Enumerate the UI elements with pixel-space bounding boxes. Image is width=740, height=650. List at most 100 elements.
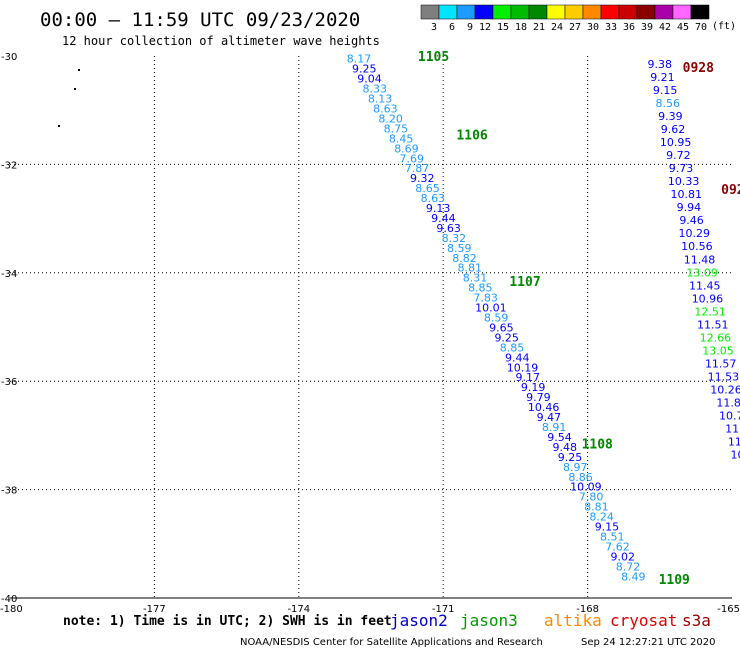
- wave-height-value: 9.17: [516, 371, 541, 384]
- wave-height-value: 8.86: [568, 471, 593, 484]
- track-time-label: 0927: [721, 183, 740, 198]
- wave-height-value: 9.94: [677, 201, 702, 214]
- wave-height-values: 8.179.259.048.338.138.638.208.758.458.69…: [347, 53, 740, 584]
- wave-height-value: 11.51: [697, 318, 729, 331]
- legend-label: 18: [515, 22, 527, 33]
- satellite-legend-item: altika: [544, 611, 602, 630]
- wave-height-value: 9.46: [679, 214, 704, 227]
- y-tick-label: -36: [1, 377, 17, 388]
- track-time-label: 0928: [683, 61, 714, 76]
- track-time-label: 1109: [659, 573, 690, 588]
- legend-swatch: [474, 4, 494, 20]
- legend-label: 9: [467, 22, 473, 33]
- wave-height-value: 10.95: [660, 136, 692, 149]
- wave-height-value: 9.38: [648, 58, 673, 71]
- wave-height-value: 8.81: [584, 501, 609, 514]
- x-tick-label: -177: [143, 604, 166, 615]
- legend-swatch: [582, 4, 602, 20]
- wave-height-value: 10.: [730, 448, 740, 461]
- legend-label: 36: [623, 22, 635, 33]
- wave-height-value: 8.85: [500, 341, 525, 354]
- wave-height-value: 8.17: [347, 53, 372, 66]
- wave-height-value: 9.44: [505, 351, 530, 364]
- wave-height-value: 8.82: [452, 252, 477, 265]
- wave-height-value: 10.33: [668, 175, 700, 188]
- legend-swatch: [528, 4, 548, 20]
- wave-height-value: 8.45: [389, 132, 414, 145]
- wave-height-value: 9.15: [653, 84, 678, 97]
- legend-label: 70: [695, 22, 707, 33]
- wave-height-value: 8.49: [621, 570, 646, 583]
- wave-height-value: 10.09: [570, 481, 602, 494]
- legend-label: 12: [479, 22, 491, 33]
- island-dot: [78, 69, 80, 71]
- satellite-legend-item: jason2: [390, 611, 448, 630]
- legend-label: 30: [587, 22, 599, 33]
- island-dot: [74, 88, 76, 90]
- wave-height-value: 8.20: [378, 112, 403, 125]
- wave-height-value: 10.56: [681, 240, 713, 253]
- satellite-legend-item: s3a: [682, 611, 711, 630]
- wave-height-value: 8.51: [600, 531, 625, 544]
- wave-height-value: 11.8: [716, 396, 740, 409]
- wave-height-value: 12.66: [700, 331, 732, 344]
- x-tick-label: -174: [287, 604, 310, 615]
- x-tick-label: -171: [432, 604, 455, 615]
- legend-swatch: [456, 4, 476, 20]
- wave-height-value: 11.: [725, 422, 740, 435]
- wave-height-value: 9.63: [436, 222, 461, 235]
- wave-height-value: 7.62: [605, 540, 630, 553]
- legend-swatch: [564, 4, 584, 20]
- wave-height-value: 9.73: [669, 162, 694, 175]
- wave-height-value: 9.72: [666, 149, 691, 162]
- island-dot: [58, 125, 60, 127]
- track-time-label: 1107: [509, 275, 540, 290]
- x-tick-label: -165: [717, 604, 740, 615]
- wave-height-value: 8.31: [463, 272, 488, 285]
- wave-height-value: 8.69: [394, 142, 419, 155]
- legend-label: 27: [569, 22, 581, 33]
- wave-height-value: 8.97: [563, 461, 588, 474]
- legend-swatch: [672, 4, 692, 20]
- y-tick-label: -32: [1, 160, 17, 171]
- wave-height-value: 13.09: [686, 266, 718, 279]
- wave-height-value: 8.13: [368, 93, 393, 106]
- wave-height-value: 8.91: [542, 421, 567, 434]
- footer-note: note: 1) Time is in UTC; 2) SWH is in fe…: [63, 614, 392, 629]
- track-time-label: 1105: [418, 50, 449, 65]
- wave-height-value: 11.: [728, 435, 740, 448]
- wave-height-value: 7.83: [473, 292, 498, 305]
- wave-height-value: 8.85: [468, 282, 493, 295]
- wave-height-color-legend: 3 6 9 12 15 18 21 24 27 30 33 36 39 42 45 70: [420, 4, 710, 33]
- wave-height-value: 11.53: [708, 370, 740, 383]
- wave-height-value: 12.51: [694, 305, 726, 318]
- wave-height-value: 9.39: [658, 110, 683, 123]
- grid-lines: [10, 56, 732, 599]
- wave-height-value: 11.48: [684, 253, 716, 266]
- axis-tick-labels: -180 -177 -174 -171 -168 -165 -30 -32 -34 -36 -38 -…: [0, 52, 740, 615]
- wave-height-value: 10.19: [507, 361, 539, 374]
- legend-swatch: [546, 4, 566, 20]
- wave-height-value: 8.72: [616, 560, 641, 573]
- legend-swatch: [492, 4, 512, 20]
- wave-height-value: 8.59: [484, 312, 509, 325]
- wave-height-value: 8.24: [589, 511, 614, 524]
- wave-height-value: 9.48: [552, 441, 577, 454]
- wave-height-value: 9.02: [611, 550, 636, 563]
- wave-height-value: 10.29: [678, 227, 710, 240]
- wave-height-value: 10.96: [692, 292, 724, 305]
- track-time-label: 1108: [582, 438, 613, 453]
- legend-label: 6: [449, 22, 455, 33]
- legend-label: 39: [641, 22, 653, 33]
- wave-height-value: 9.21: [650, 71, 675, 84]
- wave-height-value: 9.44: [431, 212, 456, 225]
- wave-height-value: 9.13: [426, 202, 451, 215]
- legend-swatch: [618, 4, 638, 20]
- y-tick-label: -38: [1, 486, 17, 497]
- chart-subtitle: 12 hour collection of altimeter wave hei…: [62, 34, 380, 48]
- x-tick-label: -168: [576, 604, 599, 615]
- wave-height-value: 8.63: [421, 192, 446, 205]
- legend-swatch: [690, 4, 710, 20]
- wave-height-value: 8.63: [373, 102, 398, 115]
